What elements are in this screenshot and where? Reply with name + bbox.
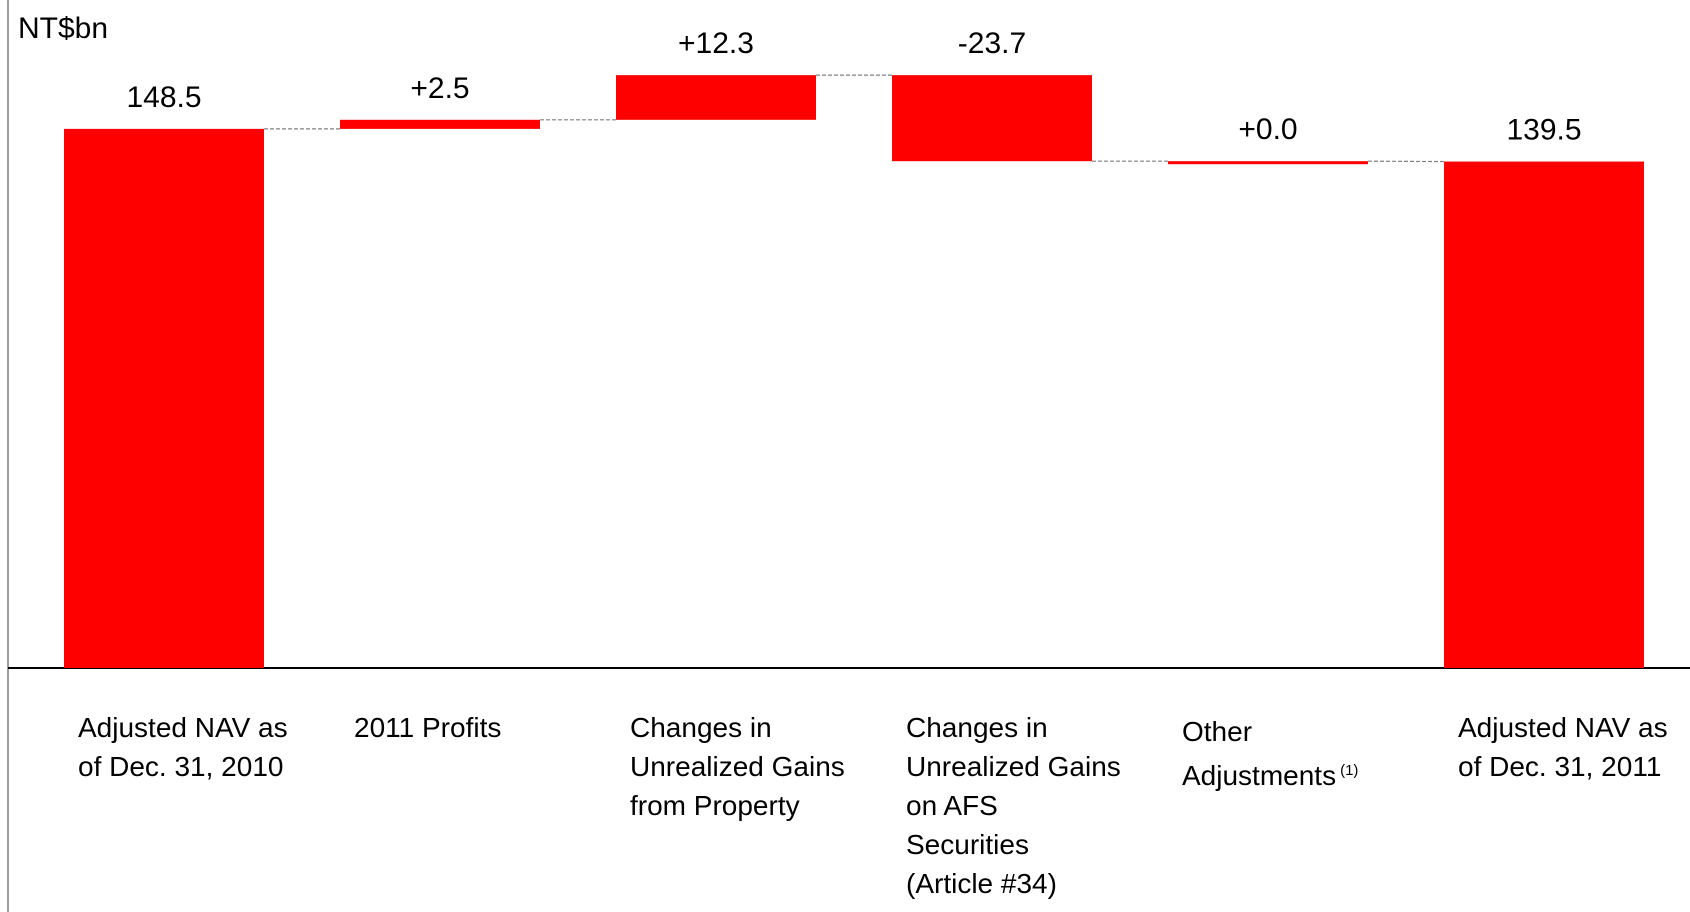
category-text: Adjusted NAV as of Dec. 31, 2011 (1458, 712, 1668, 782)
category-label: Changes in Unrealized Gains from Propert… (630, 708, 845, 825)
bar (892, 75, 1092, 162)
bar (64, 128, 264, 668)
category-label: Changes in Unrealized Gains on AFS Secur… (906, 708, 1121, 903)
category-label: Adjusted NAV as of Dec. 31, 2010 (78, 708, 293, 786)
category-text: Changes in Unrealized Gains on AFS Secur… (906, 712, 1121, 899)
value-label: +12.3 (678, 27, 754, 60)
value-label: +2.5 (410, 72, 469, 105)
value-label: 139.5 (1506, 114, 1581, 147)
category-label: 2011 Profits (354, 708, 569, 747)
category-text: Adjusted NAV as of Dec. 31, 2010 (78, 712, 288, 782)
bar (340, 119, 540, 129)
category-text: 2011 Profits (354, 712, 502, 743)
category-label: Other Adjustments (1) (1182, 712, 1397, 795)
footnote-mark: (1) (1340, 762, 1359, 779)
value-label: 148.5 (126, 81, 201, 114)
bar (1168, 161, 1368, 165)
category-text: Other Adjustments (1182, 716, 1337, 791)
value-label: -23.7 (958, 27, 1026, 60)
value-label: +0.0 (1238, 113, 1297, 146)
bar (616, 75, 816, 120)
category-text: Changes in Unrealized Gains from Propert… (630, 712, 845, 821)
y-axis-label: NT$bn (18, 12, 108, 45)
bar (1444, 161, 1644, 668)
category-label: Adjusted NAV as of Dec. 31, 2011 (1458, 708, 1673, 786)
